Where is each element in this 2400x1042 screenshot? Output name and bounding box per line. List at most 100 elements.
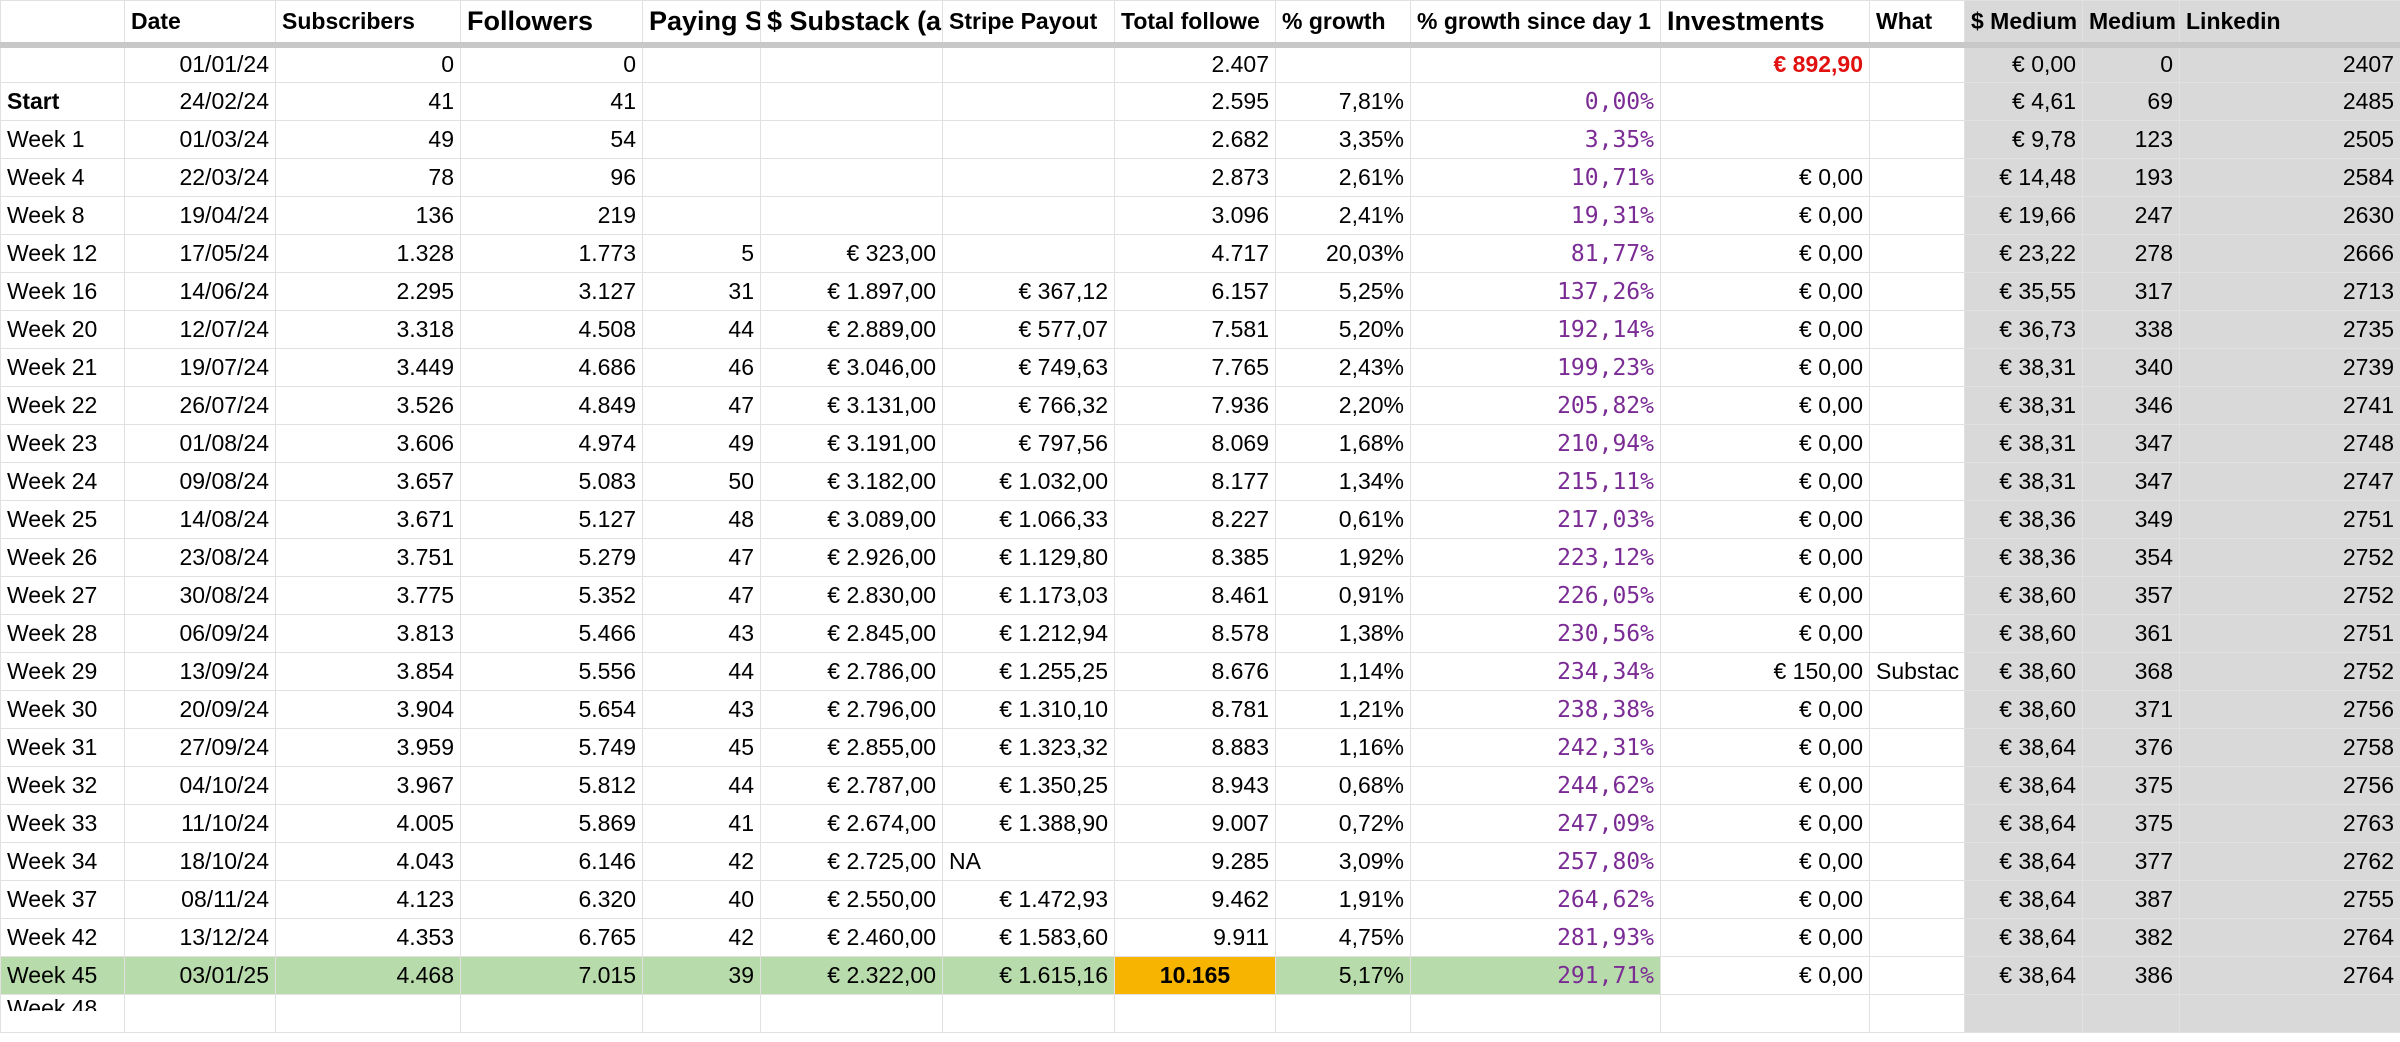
cell-date[interactable]: 14/06/24 <box>124 272 276 311</box>
cell-total-followers[interactable]: 9.007 <box>1114 804 1276 843</box>
cell-subscribers[interactable]: 3.671 <box>275 500 461 539</box>
cell-total-followers[interactable]: 8.578 <box>1114 614 1276 653</box>
cell-what[interactable] <box>1869 500 1965 539</box>
cell-subscribers[interactable]: 3.318 <box>275 310 461 349</box>
cell-label[interactable]: Week 32 <box>0 766 125 805</box>
cell-investments[interactable] <box>1660 120 1870 159</box>
cell-total-followers[interactable]: 8.883 <box>1114 728 1276 767</box>
cell-growth-day1[interactable] <box>1410 994 1661 1033</box>
cell-paying[interactable]: 47 <box>642 538 761 577</box>
cell-followers[interactable]: 5.127 <box>460 500 643 539</box>
cell-stripe[interactable]: NA <box>942 842 1115 881</box>
cell-medium-usd[interactable]: € 38,64 <box>1964 766 2083 805</box>
cell-paying[interactable]: 43 <box>642 614 761 653</box>
cell-growth[interactable]: 5,25% <box>1275 272 1411 311</box>
cell-paying[interactable]: 48 <box>642 500 761 539</box>
cell-medium[interactable]: 340 <box>2082 348 2180 387</box>
cell-paying[interactable]: 44 <box>642 310 761 349</box>
cell-paying[interactable]: 46 <box>642 348 761 387</box>
cell-growth[interactable] <box>1275 44 1411 83</box>
cell-followers[interactable]: 6.765 <box>460 918 643 957</box>
cell-subscribers[interactable]: 4.005 <box>275 804 461 843</box>
cell-label[interactable]: Week 1 <box>0 120 125 159</box>
cell-investments[interactable] <box>1660 82 1870 121</box>
cell-stripe[interactable] <box>942 82 1115 121</box>
cell-stripe[interactable]: € 1.350,25 <box>942 766 1115 805</box>
cell-date[interactable]: 13/09/24 <box>124 652 276 691</box>
cell-followers[interactable]: 0 <box>460 44 643 83</box>
cell-what[interactable] <box>1869 690 1965 729</box>
cell-subscribers[interactable]: 3.959 <box>275 728 461 767</box>
cell-growth[interactable]: 20,03% <box>1275 234 1411 273</box>
cell-substack[interactable]: € 2.322,00 <box>760 956 943 995</box>
cell-medium-usd[interactable]: € 38,36 <box>1964 500 2083 539</box>
cell-linkedin[interactable]: 2763 <box>2179 804 2400 843</box>
cell-investments[interactable]: € 0,00 <box>1660 690 1870 729</box>
cell-investments[interactable]: € 0,00 <box>1660 500 1870 539</box>
cell-medium-usd[interactable]: € 38,60 <box>1964 690 2083 729</box>
cell-what[interactable] <box>1869 234 1965 273</box>
cell-substack[interactable]: € 3.131,00 <box>760 386 943 425</box>
cell-linkedin[interactable]: 2505 <box>2179 120 2400 159</box>
cell-followers[interactable] <box>460 994 643 1033</box>
cell-growth[interactable]: 1,68% <box>1275 424 1411 463</box>
cell-label[interactable]: Week 25 <box>0 500 125 539</box>
cell-growth[interactable]: 2,61% <box>1275 158 1411 197</box>
cell-paying[interactable]: 5 <box>642 234 761 273</box>
cell-what[interactable] <box>1869 386 1965 425</box>
cell-growth[interactable]: 1,16% <box>1275 728 1411 767</box>
cell-medium-usd[interactable]: € 38,64 <box>1964 842 2083 881</box>
cell-investments[interactable]: € 0,00 <box>1660 728 1870 767</box>
cell-linkedin[interactable]: 2751 <box>2179 500 2400 539</box>
cell-label[interactable]: Week 21 <box>0 348 125 387</box>
cell-paying[interactable]: 42 <box>642 842 761 881</box>
cell-linkedin[interactable]: 2756 <box>2179 690 2400 729</box>
cell-label[interactable]: Week 16 <box>0 272 125 311</box>
cell-total-followers[interactable]: 8.227 <box>1114 500 1276 539</box>
cell-followers[interactable]: 4.508 <box>460 310 643 349</box>
cell-stripe[interactable]: € 577,07 <box>942 310 1115 349</box>
cell-linkedin[interactable]: 2584 <box>2179 158 2400 197</box>
cell-what[interactable] <box>1869 310 1965 349</box>
cell-date[interactable]: 19/07/24 <box>124 348 276 387</box>
cell-growth[interactable]: 2,20% <box>1275 386 1411 425</box>
cell-subscribers[interactable]: 4.123 <box>275 880 461 919</box>
cell-total-followers[interactable]: 8.781 <box>1114 690 1276 729</box>
cell-date[interactable]: 17/05/24 <box>124 234 276 273</box>
cell-label[interactable]: Week 31 <box>0 728 125 767</box>
cell-label[interactable]: Week 33 <box>0 804 125 843</box>
cell-medium[interactable] <box>2082 994 2180 1033</box>
cell-investments[interactable]: € 0,00 <box>1660 842 1870 881</box>
cell-paying[interactable]: 43 <box>642 690 761 729</box>
cell-growth-day1[interactable]: 137,26% <box>1410 272 1661 311</box>
cell-total-followers[interactable]: 8.177 <box>1114 462 1276 501</box>
cell-paying[interactable]: 39 <box>642 956 761 995</box>
cell-medium[interactable]: 278 <box>2082 234 2180 273</box>
cell-label[interactable]: Week 34 <box>0 842 125 881</box>
column-header-growth-day1[interactable]: % growth since day 1 <box>1410 0 1661 48</box>
cell-medium[interactable]: 69 <box>2082 82 2180 121</box>
cell-total-followers[interactable]: 7.581 <box>1114 310 1276 349</box>
column-header-subscribers[interactable]: Subscribers <box>275 0 461 48</box>
cell-total-followers[interactable]: 2.595 <box>1114 82 1276 121</box>
cell-what[interactable] <box>1869 842 1965 881</box>
cell-medium-usd[interactable]: € 38,31 <box>1964 348 2083 387</box>
cell-medium-usd[interactable]: € 38,36 <box>1964 538 2083 577</box>
cell-linkedin[interactable]: 2752 <box>2179 576 2400 615</box>
cell-date[interactable]: 01/03/24 <box>124 120 276 159</box>
cell-investments[interactable]: € 892,90 <box>1660 44 1870 83</box>
cell-date[interactable]: 11/10/24 <box>124 804 276 843</box>
cell-what[interactable] <box>1869 196 1965 235</box>
cell-total-followers[interactable]: 2.682 <box>1114 120 1276 159</box>
cell-substack[interactable]: € 323,00 <box>760 234 943 273</box>
cell-paying[interactable] <box>642 82 761 121</box>
cell-linkedin[interactable]: 2752 <box>2179 538 2400 577</box>
column-header-investments[interactable]: Investments <box>1660 0 1870 48</box>
cell-total-followers[interactable]: 8.461 <box>1114 576 1276 615</box>
cell-label[interactable]: Week 48 <box>0 994 125 1033</box>
cell-substack[interactable]: € 2.926,00 <box>760 538 943 577</box>
cell-growth[interactable]: 3,09% <box>1275 842 1411 881</box>
cell-substack[interactable]: € 3.182,00 <box>760 462 943 501</box>
cell-medium-usd[interactable]: € 0,00 <box>1964 44 2083 83</box>
column-header-label[interactable] <box>0 0 125 48</box>
